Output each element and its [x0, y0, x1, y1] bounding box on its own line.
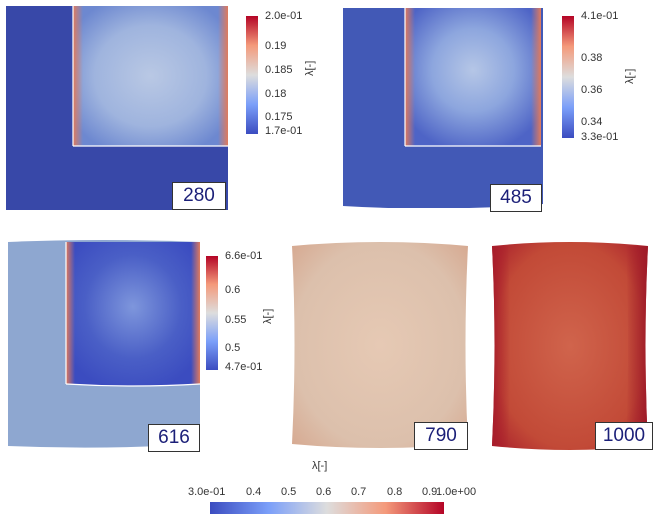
cb1-tick-1: 0.19 — [265, 40, 287, 52]
bottom-cb-tick-0: 3.0e-01 — [188, 486, 226, 498]
panel-485: 485 — [343, 8, 543, 212]
colorbar-616: 6.6e-01 0.6 0.55 0.5 4.7e-01 — [206, 250, 286, 373]
cb1-tick-0: 2.0e-01 — [265, 10, 303, 22]
panel-1000-field — [492, 242, 648, 450]
cb1-tick-4: 0.175 — [265, 111, 293, 123]
bottom-cb-title: λ[-] — [312, 460, 328, 472]
bottom-colorbar-gradient — [210, 502, 444, 514]
cb2-tick-3: 0.34 — [581, 116, 603, 128]
cb2-tick-2: 0.36 — [581, 84, 603, 96]
bottom-cb-tick-2: 0.5 — [281, 486, 297, 498]
cb2-tick-0: 4.1e-01 — [581, 10, 619, 22]
cb3-tick-4: 4.7e-01 — [225, 361, 263, 373]
cb3-title: λ[-] — [262, 308, 274, 324]
panel-616: 616 — [8, 240, 200, 452]
bottom-cb-tick-1: 0.4 — [246, 486, 262, 498]
panel-485-field — [343, 8, 543, 208]
colorbar-616-gradient — [206, 256, 218, 370]
panel-280-field — [6, 6, 228, 210]
panel-1000: 1000 — [490, 240, 653, 450]
colorbar-280: 2.0e-01 0.19 0.185 0.18 0.175 1.7e-01 — [246, 10, 326, 137]
step-label: 790 — [414, 422, 468, 450]
cb1-tick-3: 0.18 — [265, 88, 287, 100]
cb3-tick-0: 6.6e-01 — [225, 250, 263, 262]
cb2-title: λ[-] — [624, 68, 636, 84]
cb3-tick-1: 0.6 — [225, 284, 241, 296]
panel-616-field — [8, 240, 200, 448]
bottom-cb-tick-7: 1.0e+00 — [436, 486, 477, 498]
step-label: 280 — [172, 182, 226, 210]
cb1-tick-2: 0.185 — [265, 64, 293, 76]
step-label: 616 — [148, 424, 200, 452]
panel-280: 280 — [6, 6, 228, 210]
bottom-cb-tick-3: 0.6 — [316, 486, 332, 498]
step-label: 485 — [490, 184, 542, 212]
colorbar-280-gradient — [246, 16, 258, 134]
cb3-tick-3: 0.5 — [225, 342, 241, 354]
colorbar-485-gradient — [562, 16, 574, 138]
bottom-cb-tick-6: 0.9 — [422, 486, 438, 498]
cb1-title: λ[-] — [304, 60, 316, 76]
colorbar-485: 4.1e-01 0.38 0.36 0.34 3.3e-01 — [562, 10, 642, 144]
bottom-cb-tick-4: 0.7 — [351, 486, 367, 498]
step-label: 1000 — [595, 422, 653, 450]
panel-790-field — [292, 242, 468, 448]
cb2-tick-4: 3.3e-01 — [581, 131, 619, 143]
cb1-tick-5: 1.7e-01 — [265, 125, 303, 137]
bottom-colorbar: λ[-] 3.0e-01 0.4 0.5 0.6 0.7 0.8 0.9 1.0… — [180, 460, 480, 520]
bottom-cb-tick-5: 0.8 — [387, 486, 403, 498]
cb3-tick-2: 0.55 — [225, 314, 247, 326]
cb2-tick-1: 0.38 — [581, 52, 603, 64]
panel-790: 790 — [290, 240, 470, 450]
